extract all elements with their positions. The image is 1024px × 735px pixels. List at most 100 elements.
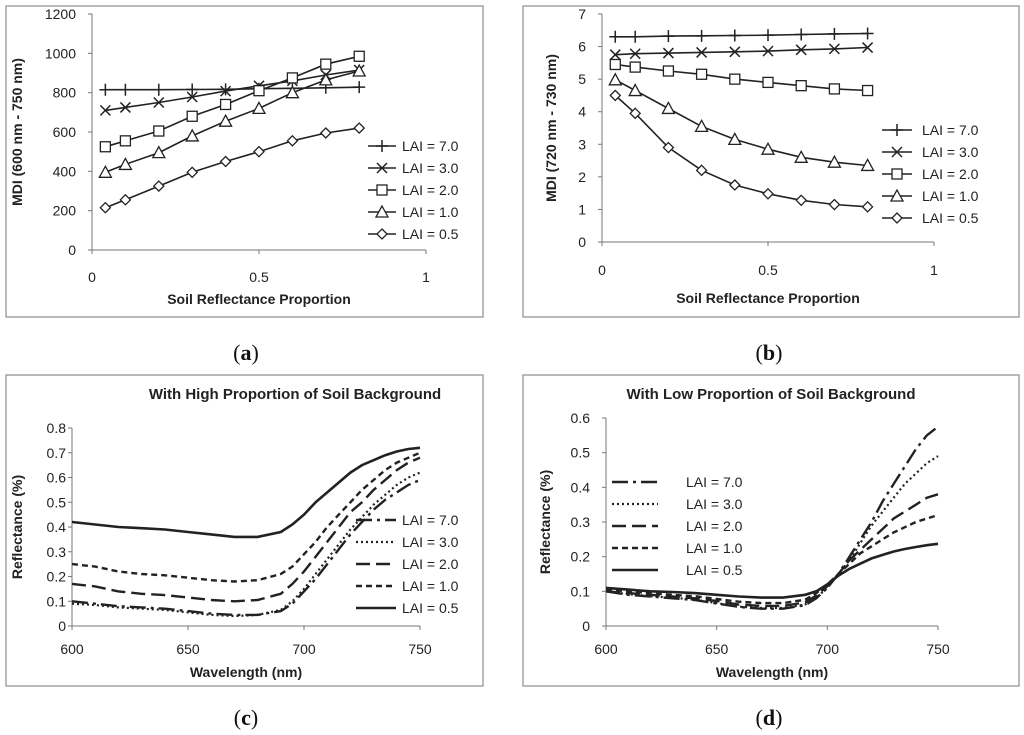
data-point [218, 113, 233, 127]
data-point [352, 63, 367, 77]
data-point [729, 46, 741, 58]
x-tick-label: 650 [705, 641, 729, 657]
data-point [629, 48, 641, 60]
series-d-1: LAI = 3.0 [605, 455, 939, 610]
y-tick-label: 0 [582, 618, 590, 634]
y-axis-label: MDI (720 nm - 730 nm) [543, 54, 559, 202]
data-point [662, 141, 675, 154]
legend-label: LAI = 3.0 [686, 496, 743, 512]
data-point [794, 149, 809, 163]
series-c-1: LAI = 3.0 [71, 471, 459, 618]
legend-marker [376, 140, 388, 152]
series-line [605, 542, 939, 599]
data-point [118, 157, 133, 171]
panel-caption: (c) [234, 705, 258, 730]
series-b-4: LAI = 0.5 [609, 89, 979, 226]
y-tick-label: 0.6 [571, 410, 591, 426]
data-point [629, 107, 642, 120]
legend-marker [891, 124, 903, 136]
data-point [153, 96, 165, 109]
series-c-3: LAI = 1.0 [71, 451, 459, 594]
data-point [353, 122, 366, 134]
y-tick-label: 1000 [45, 45, 76, 61]
legend-label: LAI = 7.0 [686, 474, 743, 490]
y-tick-label: 0.6 [47, 470, 67, 486]
series-c-4: LAI = 0.5 [71, 446, 459, 616]
legend-label: LAI = 0.5 [686, 562, 743, 578]
y-tick-label: 0.3 [47, 544, 67, 560]
series-line [71, 471, 421, 618]
data-point [99, 201, 112, 214]
data-point [185, 128, 200, 142]
series-line [605, 425, 939, 610]
data-point [661, 101, 676, 115]
x-tick-label: 0.5 [249, 269, 269, 285]
chart-title: With Low Proportion of Soil Background [626, 386, 915, 403]
panel-caption: (a) [233, 340, 259, 365]
data-point [828, 198, 841, 211]
data-point [861, 27, 874, 40]
panel-caption: (d) [756, 705, 783, 730]
data-point [253, 145, 265, 158]
data-point [119, 101, 131, 113]
data-point [828, 43, 840, 55]
legend-label: LAI = 2.0 [402, 182, 459, 198]
x-tick-label: 600 [594, 641, 618, 657]
data-point [286, 134, 299, 147]
series-a-4: LAI = 0.5 [99, 122, 459, 242]
data-point [827, 154, 842, 168]
data-point [253, 85, 265, 97]
chart-title: With High Proportion of Soil Background [149, 386, 441, 403]
legend-label: LAI = 2.0 [402, 556, 459, 572]
legend-marker [376, 162, 388, 174]
panel-frame [5, 5, 484, 318]
series-b-1: LAI = 3.0 [609, 42, 979, 160]
series-d-0: LAI = 7.0 [605, 425, 939, 610]
data-point [152, 83, 165, 96]
data-point [727, 132, 742, 146]
data-point [695, 29, 708, 42]
y-tick-label: 1200 [45, 6, 76, 22]
y-tick-label: 0.2 [47, 569, 67, 585]
data-point [795, 28, 808, 41]
data-point [318, 72, 333, 86]
y-tick-label: 2 [578, 169, 586, 185]
x-axis-label: Wavelength (nm) [190, 664, 302, 680]
caption-paren-close: ) [252, 340, 259, 365]
caption-paren-close: ) [775, 340, 782, 365]
legend-label: LAI = 7.0 [402, 138, 459, 154]
data-point [728, 179, 741, 191]
series-line [605, 455, 939, 610]
panel-frame [522, 5, 1020, 318]
legend-label: LAI = 2.0 [922, 166, 979, 182]
chart-panel-a: 0 200 400 600 800 1000 1200 0 0.5 1 Soil Reflectan… [5, 5, 484, 365]
data-point [186, 83, 199, 96]
series-b-2: LAI = 2.0 [609, 58, 979, 182]
panel-frame [522, 374, 1020, 687]
data-point [760, 141, 776, 155]
data-point [609, 58, 621, 71]
y-tick-label: 0.8 [47, 420, 67, 436]
panel-frame [5, 374, 484, 687]
x-axis-label: Soil Reflectance Proportion [167, 291, 351, 307]
caption-paren-open: ( [234, 705, 241, 730]
data-point [860, 158, 875, 172]
data-point [609, 49, 621, 61]
data-point [99, 83, 112, 96]
y-axis-label: MDI (600 nm - 750 nm) [9, 58, 25, 206]
caption-paren-open: ( [756, 705, 763, 730]
data-point [628, 83, 643, 97]
y-tick-label: 0.1 [571, 583, 591, 599]
series-line [71, 456, 421, 603]
data-point [219, 155, 232, 168]
y-tick-label: 4 [578, 104, 586, 120]
data-point [609, 30, 622, 43]
caption-letter: a [241, 340, 252, 365]
x-tick-label: 600 [60, 641, 84, 657]
series-a-0: LAI = 7.0 [99, 81, 459, 154]
legend-label: LAI = 7.0 [922, 122, 979, 138]
data-point [153, 125, 165, 137]
y-tick-label: 1 [578, 201, 586, 217]
data-point [99, 141, 112, 153]
